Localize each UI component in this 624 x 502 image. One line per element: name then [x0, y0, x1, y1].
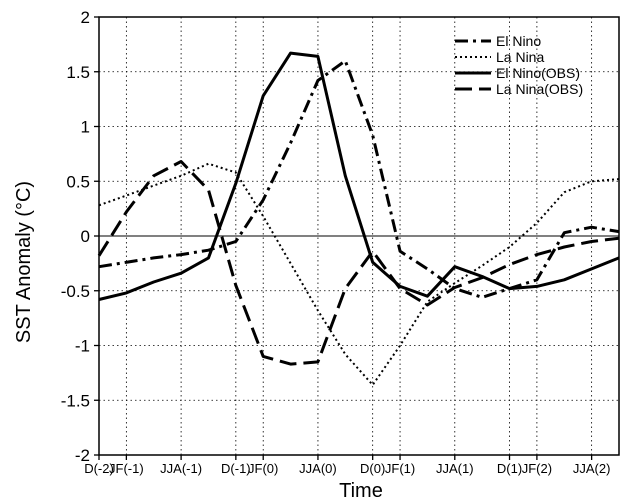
y-tick-label-0: -2	[75, 446, 90, 465]
grid-lines	[98, 17, 619, 455]
x-axis-label: Time	[339, 480, 383, 502]
legend-label-la-nina-obs: La Nina(OBS)	[496, 81, 583, 97]
x-tick-label-5: JJA(0)	[299, 461, 337, 476]
x-tick-label-3: D(-1)	[221, 461, 251, 476]
y-tick-label-7: 1.5	[66, 63, 90, 82]
y-axis-ticks: -2 -1.5 -1 -0.5 0 0.5 1 1.5 2	[61, 8, 99, 465]
x-tick-label-1: JF(-1)	[109, 461, 144, 476]
y-tick-label-6: 1	[81, 118, 90, 137]
x-tick-label-2: JJA(-1)	[160, 461, 202, 476]
series-line-el-nino	[98, 59, 620, 299]
x-axis-ticks: D(-2)JF(-1) JJA(-1) D(-1)JF(0) JJA(0) D(0) JF…	[84, 455, 610, 476]
y-tick-label-4: 0	[81, 227, 90, 246]
x-tick-label-9: D(1)	[497, 461, 522, 476]
y-tick-label-3: -0.5	[61, 282, 90, 301]
legend-label-el-nino: El Nino	[496, 33, 541, 49]
x-tick-label-7: JF(1)	[385, 461, 415, 476]
x-tick-label-4: JF(0)	[248, 461, 278, 476]
series-line-el-nino-obs	[98, 51, 620, 301]
x-tick-label-8: JJA(1)	[436, 461, 474, 476]
y-tick-label-2: -1	[75, 337, 90, 356]
x-tick-label-0: D(-2)	[84, 461, 114, 476]
legend-label-el-nino-obs: El Nino(OBS)	[496, 65, 580, 81]
x-tick-label-6: D(0)	[360, 461, 385, 476]
y-tick-label-8: 2	[81, 8, 90, 27]
x-tick-label-10: JF(2)	[522, 461, 552, 476]
legend-label-la-nina: La Nina	[496, 49, 544, 65]
series-line-la-nina-obs	[97, 160, 620, 366]
series-lines	[97, 51, 620, 386]
y-axis-label: SST Anomaly (°C)	[13, 181, 35, 343]
y-tick-label-1: -1.5	[61, 391, 90, 410]
x-tick-label-11: JJA(2)	[573, 461, 611, 476]
y-tick-label-5: 0.5	[66, 172, 90, 191]
